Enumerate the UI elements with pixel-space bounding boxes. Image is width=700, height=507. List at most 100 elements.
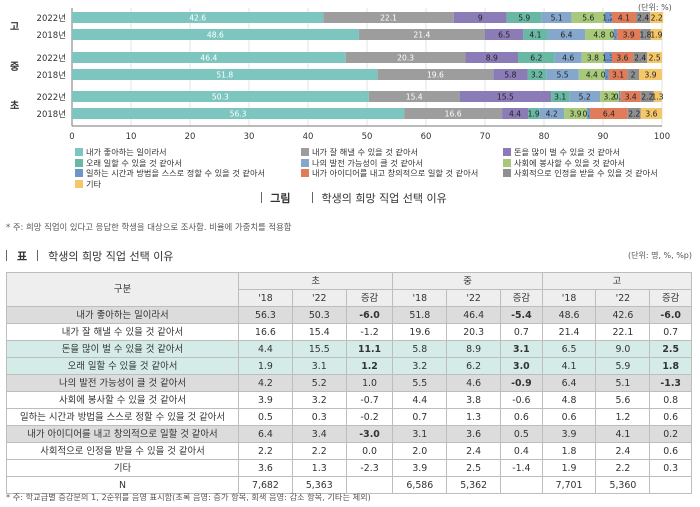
legend-item: 일하는 시간과 방법을 스스로 정할 수 있을 것 같아서 — [75, 167, 265, 179]
table-cell: 1.8 — [541, 442, 597, 460]
bar-segment — [523, 29, 548, 40]
table-subheader: 증감 — [500, 289, 543, 307]
table-cell: 3.1 — [291, 357, 347, 375]
bar-segment — [404, 108, 503, 119]
data-label: 4.1 — [618, 14, 630, 23]
caption-divider — [312, 192, 314, 203]
row-label: 일하는 시간과 방법을 스스로 정할 수 있을 것 같아서 — [6, 408, 239, 426]
legend-item: 내가 잘 해낼 수 있을 것 같아서 — [301, 146, 418, 158]
table-cell: 3.4 — [291, 425, 347, 443]
table-cell: 2.5 — [446, 459, 502, 477]
legend-swatch — [301, 158, 309, 167]
table-cell: 48.6 — [541, 306, 597, 324]
table-cell: -0.7 — [345, 391, 394, 409]
table-subheader: 증감 — [345, 289, 394, 307]
table-cell: 50.3 — [291, 306, 347, 324]
data-label: 1.8 — [639, 31, 651, 40]
table-group-header: 중 — [392, 272, 543, 290]
bar-segment — [640, 108, 662, 119]
data-label: 6.5 — [498, 31, 510, 40]
table-cell: 0.6 — [649, 408, 692, 426]
row-label: 돈을 많이 벌 수 있을 것 같아서 — [6, 340, 239, 358]
data-label: 0.6 — [609, 31, 621, 40]
bar-segment — [72, 108, 405, 119]
row-year-label: 2018년 — [37, 109, 66, 120]
table-cell: -1.2 — [345, 323, 394, 341]
table-cell: 4.4 — [238, 340, 293, 358]
bar-segment — [554, 52, 582, 63]
table-cell: 51.8 — [392, 306, 448, 324]
table-row: 사회적으로 인정을 받을 수 있을 것 같아서 2.2 2.2 0.0 2.0 2.4 0.… — [6, 442, 692, 460]
row-label: 내가 잘 해낼 수 있을 것 같아서 — [6, 323, 239, 341]
x-tick-label: 20 — [185, 132, 196, 142]
legend-swatch — [301, 169, 309, 177]
row-label: N — [6, 476, 239, 494]
table-cell: 2.4 — [446, 442, 502, 460]
row-year-label: 2022년 — [37, 53, 66, 64]
x-tick-label: 70 — [480, 132, 491, 142]
legend-swatch — [503, 158, 511, 167]
bar-segment — [564, 108, 588, 119]
data-label: 5.9 — [518, 14, 530, 23]
table-row: 내가 잘 해낼 수 있을 것 같아서 16.6 15.4 -1.2 19.6 20.3 0.… — [6, 323, 692, 341]
group-label: 초 — [10, 99, 19, 112]
table-cell: 16.6 — [238, 323, 293, 341]
table-cell: 3.9 — [392, 459, 448, 477]
table-cell: 3.9 — [541, 425, 597, 443]
table-cell: 46.4 — [446, 306, 502, 324]
bar-segment — [358, 29, 485, 40]
table-cell: 2.4 — [595, 442, 651, 460]
table-cell: -2.3 — [345, 459, 394, 477]
row-label: 내가 좋아하는 일이라서 — [6, 306, 239, 324]
bar-segment — [585, 29, 614, 40]
data-label: 1.2 — [602, 14, 614, 23]
table-cell: 9.0 — [595, 340, 651, 358]
table-cell: 0.7 — [392, 408, 448, 426]
legend-label: 내가 아이디어를 내고 창의적으로 일할 것 같아서 — [312, 168, 479, 178]
bar-segment — [345, 52, 466, 63]
data-label: 4.8 — [593, 31, 605, 40]
table-cell: 0.5 — [238, 408, 293, 426]
table-cell: 0.7 — [500, 323, 543, 341]
table-cell: 0.6 — [649, 442, 692, 460]
table-cell: 0.3 — [291, 408, 347, 426]
data-label: 16.6 — [445, 110, 462, 119]
data-label: 3.6 — [616, 54, 628, 63]
legend-swatch — [503, 169, 511, 177]
data-table: 구분 초 중 고 '18'22 증감 '18'22 증감 '18'22 증감 내가 좋아하는 일이… — [6, 272, 693, 494]
table-cell: 7,701 — [541, 476, 597, 494]
table-group-header: 고 — [541, 272, 693, 290]
bar-segment — [377, 69, 494, 80]
bar-segment — [541, 12, 572, 23]
title-divider — [6, 250, 7, 261]
data-label: 2.2 — [628, 110, 640, 119]
table-cell: 2.2 — [238, 442, 293, 460]
legend-swatch — [301, 148, 309, 156]
bar-segment — [453, 12, 507, 23]
row-label: 사회적으로 인정을 받을 수 있을 것 같아서 — [6, 442, 239, 460]
bar-segment — [604, 12, 612, 23]
table-cell: 0.3 — [649, 459, 692, 477]
data-label: 3.1 — [612, 71, 624, 80]
bar-segment — [527, 69, 547, 80]
legend-item: 사회적으로 인정을 받을 수 있을 것 같아서 — [503, 167, 658, 179]
data-label: 4.6 — [562, 54, 574, 63]
x-tick-label: 10 — [126, 132, 137, 142]
data-label: 51.8 — [216, 71, 233, 80]
table-cell: 8.9 — [446, 340, 502, 358]
table-subheader: '18 — [392, 289, 448, 307]
x-tick-label: 0 — [69, 132, 74, 142]
bar-segment — [493, 69, 528, 80]
table-cell: 3.2 — [291, 391, 347, 409]
bar-segment — [617, 29, 641, 40]
table-cell: 0.2 — [649, 425, 692, 443]
table-note: * 주: 학교급별 증감분의 1, 2순위를 음영 표시함(초록 음영: 증가 … — [6, 492, 371, 502]
bar-segment — [547, 29, 586, 40]
table-cell: 15.5 — [291, 340, 347, 358]
table-cell: 5.9 — [595, 357, 651, 375]
bar-segment — [613, 29, 618, 40]
legend-swatch — [75, 148, 83, 156]
bar-segment — [546, 69, 579, 80]
table-cell: -6.0 — [649, 306, 692, 324]
table-title: 학생의 희망 직업 선택 이유 — [48, 250, 174, 263]
